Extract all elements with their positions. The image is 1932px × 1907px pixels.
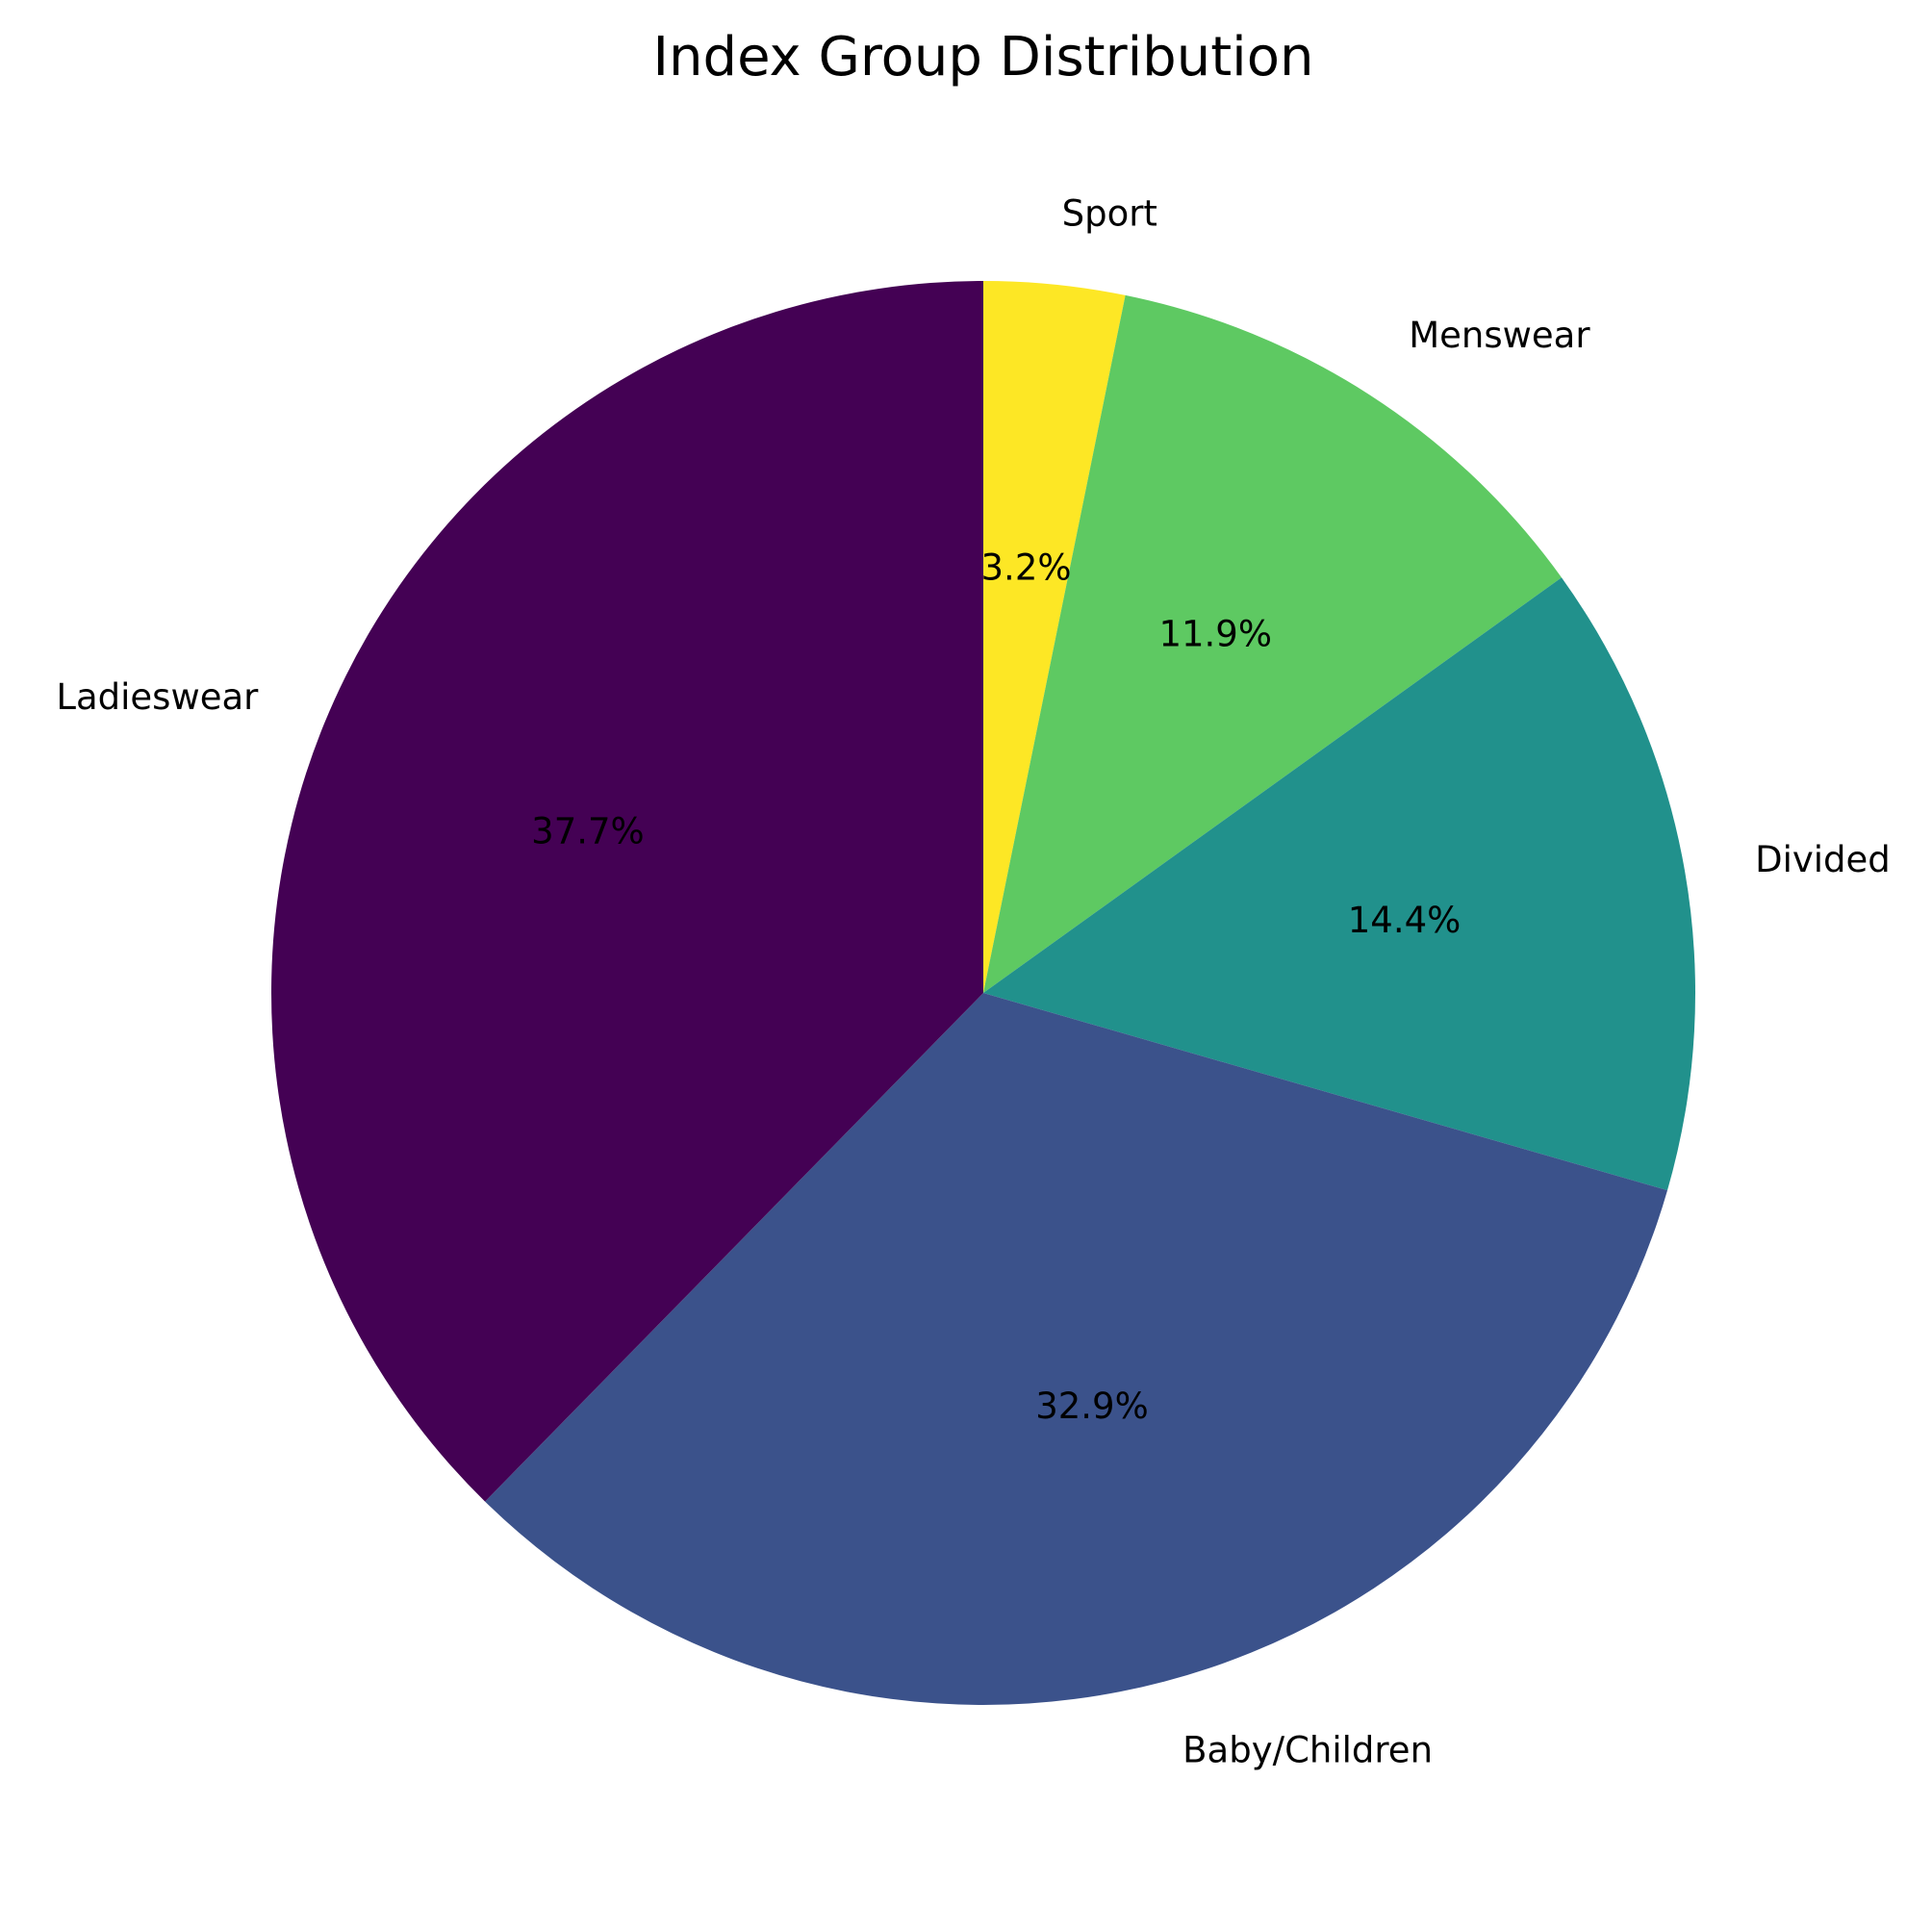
pct-label-sport: 3.2%: [981, 547, 1072, 589]
slice-label-baby-children: Baby/Children: [1182, 1730, 1433, 1771]
pie-slices: [271, 281, 1695, 1705]
pie-labels: Sport 3.2% Menswear 11.9% Divided 14.4% Baby/C…: [56, 193, 1890, 1771]
slice-label-menswear: Menswear: [1409, 315, 1590, 356]
pie-slice-menswear: [983, 294, 1562, 994]
pie-slice-sport: [983, 281, 1126, 993]
slice-label-ladieswear: Ladieswear: [56, 676, 259, 718]
pie-slice-divided: [983, 577, 1695, 1191]
pie-slice-baby-children: [485, 993, 1667, 1705]
slice-label-divided: Divided: [1755, 839, 1891, 880]
pct-label-ladieswear: 37.7%: [531, 811, 645, 852]
slice-label-sport: Sport: [1062, 193, 1157, 235]
pie-slice-ladieswear: [271, 281, 984, 1502]
pct-label-divided: 14.4%: [1348, 900, 1462, 941]
chart-title: Index Group Distribution: [653, 26, 1314, 89]
pct-label-menswear: 11.9%: [1158, 614, 1272, 655]
pct-label-baby-children: 32.9%: [1035, 1386, 1149, 1427]
